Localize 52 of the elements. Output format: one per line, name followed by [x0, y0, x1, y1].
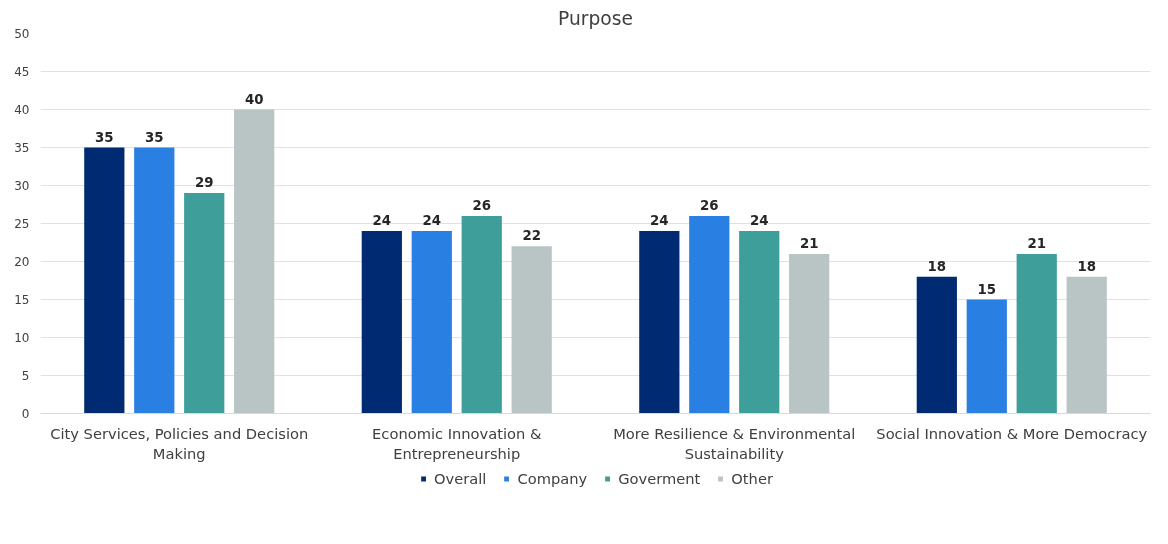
bar — [461, 215, 502, 414]
x-tick-label: More Resilience & Environmental Sustainability — [613, 424, 856, 462]
y-tick-label: 10 — [14, 331, 30, 345]
data-label: 40 — [244, 91, 264, 107]
data-label: 21 — [1027, 235, 1047, 251]
bar — [689, 215, 730, 414]
bar — [789, 253, 830, 414]
data-label: 35 — [145, 129, 164, 145]
bar — [1066, 276, 1107, 414]
data-label: 18 — [927, 258, 947, 274]
y-tick-label: 20 — [14, 255, 30, 269]
data-label: 24 — [749, 213, 769, 229]
data-label: 21 — [799, 235, 819, 251]
data-label: 15 — [977, 281, 997, 297]
legend-label: Company — [517, 469, 588, 487]
bar — [966, 299, 1007, 414]
y-tick-label: 0 — [21, 407, 30, 421]
x-tick-label: City Services, Policies and Decision Making — [50, 424, 309, 462]
y-tick-label: 45 — [14, 65, 30, 79]
legend-label: Overall — [434, 469, 487, 487]
bar — [739, 231, 780, 414]
y-tick-label: 40 — [14, 103, 30, 117]
y-tick-label: 35 — [14, 141, 30, 155]
data-label: 26 — [472, 197, 492, 213]
x-tick-label: Economic Innovation & Entrepreneurship — [372, 424, 542, 462]
data-label: 35 — [95, 129, 114, 145]
bar — [84, 147, 125, 414]
bar — [639, 231, 680, 414]
y-tick-label: 15 — [14, 293, 30, 307]
data-label: 24 — [650, 213, 669, 229]
bar — [134, 147, 175, 414]
bar — [511, 246, 552, 414]
data-label: 26 — [700, 197, 719, 213]
chart-title: Purpose — [558, 7, 633, 29]
bar — [916, 276, 957, 414]
y-tick-label: 5 — [21, 369, 30, 383]
data-label: 29 — [194, 175, 214, 191]
bar — [411, 231, 452, 414]
data-label: 18 — [1077, 258, 1096, 274]
bar — [184, 193, 225, 414]
data-label: 24 — [422, 213, 442, 229]
y-tick-label: 25 — [14, 217, 30, 231]
bar — [361, 231, 402, 414]
x-tick-label: Social Innovation & More Democracy — [876, 424, 1148, 442]
legend-label: Goverment — [618, 469, 701, 487]
data-label: 22 — [522, 228, 541, 244]
bar — [1016, 253, 1057, 414]
data-label: 24 — [372, 213, 392, 229]
y-tick-label: 50 — [14, 27, 30, 41]
y-tick-label: 30 — [14, 179, 30, 193]
bar — [234, 109, 275, 414]
legend-label: Other — [731, 469, 773, 487]
